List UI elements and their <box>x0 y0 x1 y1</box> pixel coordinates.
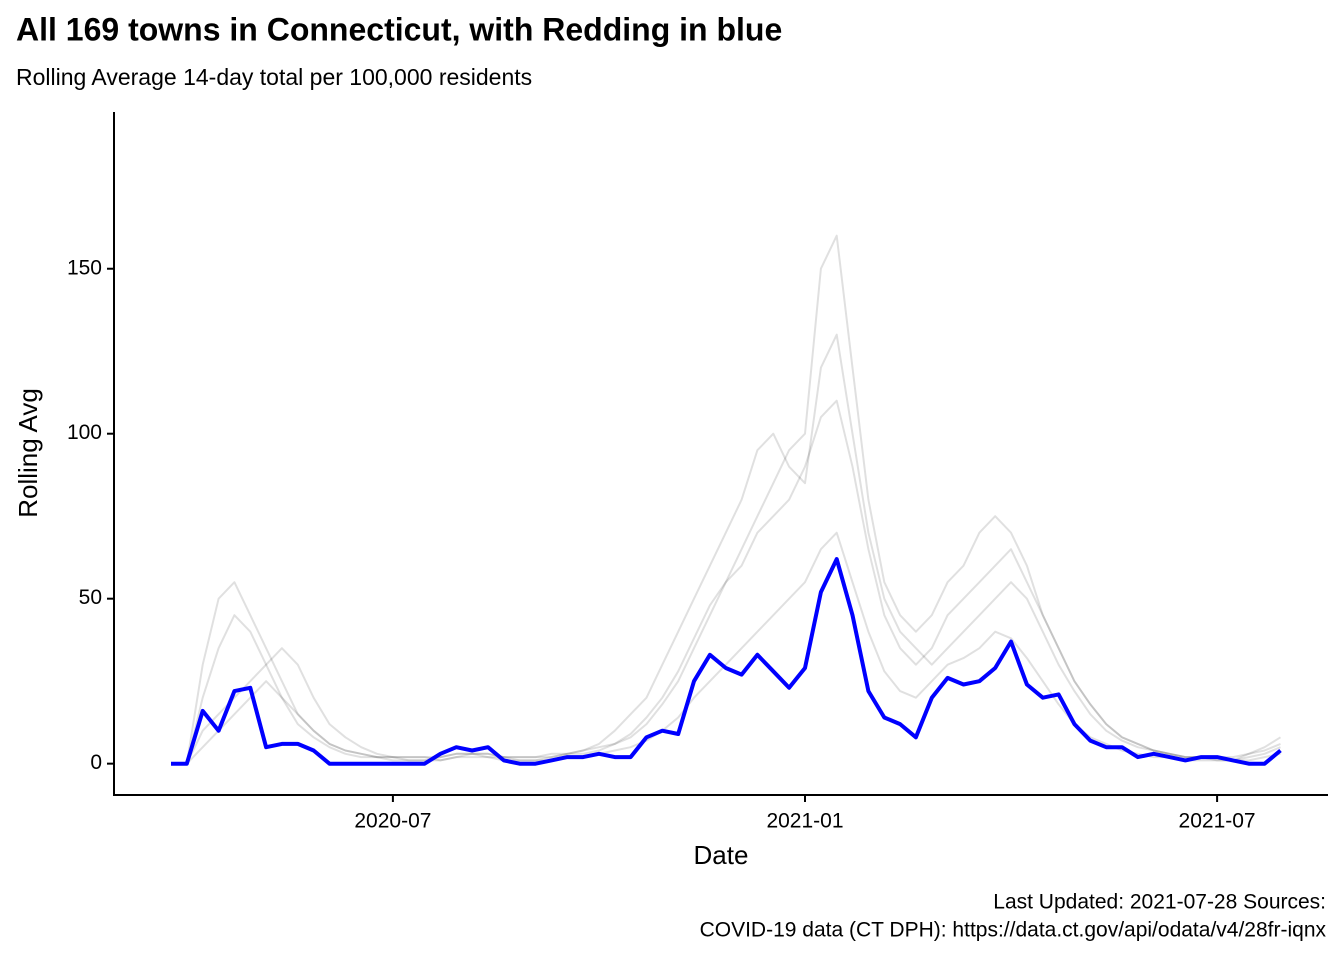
series-line <box>171 399 1281 765</box>
caption: Last Updated: 2021-07-28 Sources: <box>993 891 1326 914</box>
y-tick-label: 100 <box>67 421 102 444</box>
series-line <box>171 531 1281 765</box>
series-line <box>171 557 1282 766</box>
series-line <box>171 234 1282 765</box>
x-tick-label: 2020-07 <box>354 810 431 833</box>
x-tick-label: 2021-07 <box>1179 810 1256 833</box>
y-tick-label: 0 <box>90 751 102 774</box>
series-line <box>171 333 1281 765</box>
chart-title: All 169 towns in Connecticut, with Reddi… <box>16 11 782 47</box>
x-axis-title: Date <box>694 840 749 870</box>
caption: COVID-19 data (CT DPH): https://data.ct.… <box>700 919 1327 942</box>
chart-subtitle: Rolling Average 14-day total per 100,000… <box>16 64 532 90</box>
y-tick-label: 50 <box>79 586 102 609</box>
y-axis-title: Rolling Avg <box>13 388 43 518</box>
x-tick-label: 2021-01 <box>766 810 843 833</box>
y-tick-label: 150 <box>67 256 102 279</box>
